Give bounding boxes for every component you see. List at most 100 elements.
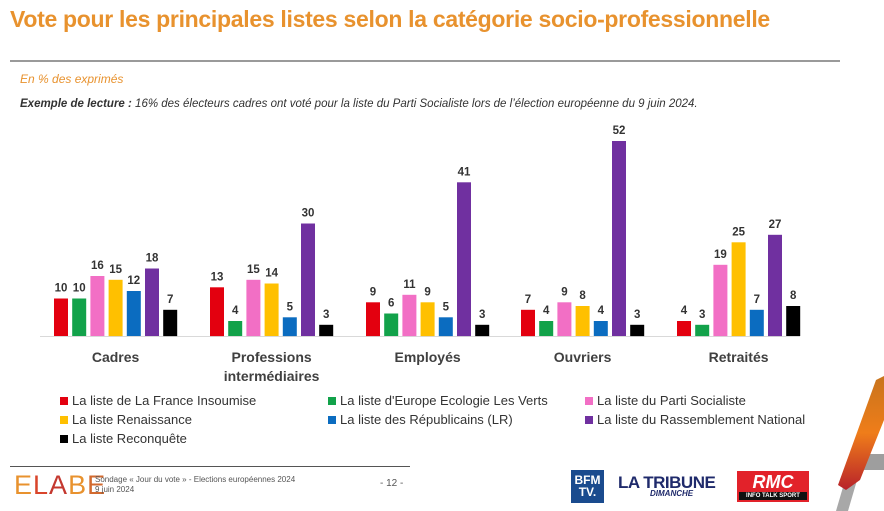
- data-label: 13: [211, 271, 224, 283]
- bar: [539, 321, 554, 336]
- data-label: 15: [109, 264, 122, 276]
- data-label: 3: [634, 309, 640, 321]
- bfmtv-logo: BFM TV.: [571, 470, 604, 503]
- bar: [108, 279, 123, 337]
- category-label: Employés: [395, 349, 461, 365]
- decorative-gray-bar: [862, 454, 884, 470]
- bar: [713, 264, 728, 337]
- legend-label: La liste de La France Insoumise: [72, 393, 257, 408]
- bar: [768, 234, 782, 337]
- bar: [593, 321, 608, 336]
- data-label: 7: [167, 294, 173, 306]
- reading-example: Exemple de lecture : 16% des électeurs c…: [20, 98, 698, 110]
- reading-example-label: Exemple de lecture :: [20, 98, 132, 110]
- bar: [695, 324, 710, 337]
- legend-swatch: [60, 415, 68, 424]
- category-label: Retraités: [709, 349, 769, 365]
- data-label: 7: [754, 294, 760, 306]
- bar: [677, 321, 691, 336]
- category-label: Cadres: [92, 349, 140, 365]
- legend-swatch: [328, 396, 336, 405]
- bar: [402, 294, 417, 337]
- legend-label: La liste Reconquête: [72, 431, 187, 446]
- bar: [457, 182, 471, 337]
- legend-swatch: [60, 434, 68, 443]
- bar: [282, 317, 297, 337]
- title-divider: [10, 60, 840, 62]
- data-label: 10: [55, 283, 68, 295]
- bar: [366, 302, 380, 337]
- data-label: 15: [247, 264, 260, 276]
- data-label: 10: [73, 283, 86, 295]
- bar: [163, 309, 178, 337]
- bfmtv-logo-line2: TV.: [578, 485, 597, 499]
- category-label: Professions: [232, 349, 312, 365]
- data-label: 30: [302, 208, 315, 220]
- data-label: 4: [232, 305, 239, 317]
- data-label: 14: [265, 268, 278, 280]
- bar: [384, 313, 399, 336]
- data-label: 25: [732, 226, 745, 238]
- elabe-logo-letter: L: [33, 470, 50, 500]
- data-label: 11: [403, 279, 416, 291]
- data-label: 7: [525, 294, 531, 306]
- bar: [557, 302, 572, 337]
- rmc-logo-text: RMC: [752, 472, 794, 492]
- decorative-gray-stem: [836, 470, 860, 511]
- survey-date: 9 juin 2024: [95, 485, 135, 494]
- bar: [301, 223, 315, 336]
- bar: [420, 302, 435, 337]
- la-tribune-logo: LA TRIBUNE: [618, 473, 716, 492]
- bar: [438, 317, 453, 337]
- bar: [228, 321, 243, 336]
- legend-swatch: [328, 415, 336, 424]
- bar: [475, 324, 490, 337]
- chart-subtitle: En % des exprimés: [20, 72, 124, 86]
- bar: [264, 283, 279, 336]
- data-label: 3: [479, 309, 485, 321]
- data-label: 3: [699, 309, 705, 321]
- category-label: intermédiaires: [224, 368, 320, 384]
- legend-label: La liste du Parti Socialiste: [597, 393, 746, 408]
- decorative-orange-slash: [838, 376, 884, 490]
- data-label: 8: [579, 290, 586, 302]
- bar: [731, 242, 746, 337]
- bar: [246, 279, 261, 337]
- page-number: - 12 -: [380, 478, 404, 489]
- legend-item: La liste d'Europe Ecologie Les Verts: [328, 393, 548, 408]
- bar: [319, 324, 334, 337]
- data-label: 9: [561, 286, 567, 298]
- legend-item: La liste Renaissance: [60, 412, 192, 427]
- elabe-logo-letter: A: [49, 470, 69, 500]
- bar: [786, 306, 801, 336]
- data-label: 27: [769, 219, 782, 231]
- bar: [630, 324, 645, 337]
- legend-swatch: [60, 396, 68, 405]
- data-label: 5: [443, 301, 450, 313]
- page-title: Vote pour les principales listes selon l…: [10, 6, 770, 32]
- data-label: 52: [613, 125, 626, 137]
- data-label: 3: [323, 309, 329, 321]
- data-label: 8: [790, 290, 797, 302]
- data-label: 18: [146, 253, 159, 265]
- data-label: 9: [370, 286, 376, 298]
- reading-example-text: 16% des électeurs cadres ont voté pour l…: [131, 98, 698, 110]
- data-label: 4: [543, 305, 550, 317]
- legend-label: La liste Renaissance: [72, 412, 192, 427]
- elabe-logo-letter: E: [14, 470, 34, 500]
- bar: [54, 298, 68, 336]
- data-label: 12: [127, 275, 140, 287]
- elabe-logo-letter: B: [68, 470, 88, 500]
- data-label: 19: [714, 249, 727, 261]
- bar: [612, 141, 626, 336]
- bar: [90, 276, 105, 336]
- la-tribune-dimanche: DIMANCHE: [650, 489, 694, 498]
- survey-title: Sondage « Jour du vote » - Elections eur…: [95, 475, 296, 484]
- data-label: 9: [424, 286, 430, 298]
- legend-swatch: [585, 396, 593, 405]
- bar: [749, 309, 764, 337]
- rmc-logo-tagline: INFO TALK SPORT: [739, 492, 807, 500]
- legend-item: La liste Reconquête: [60, 431, 187, 446]
- data-label: 4: [598, 305, 605, 317]
